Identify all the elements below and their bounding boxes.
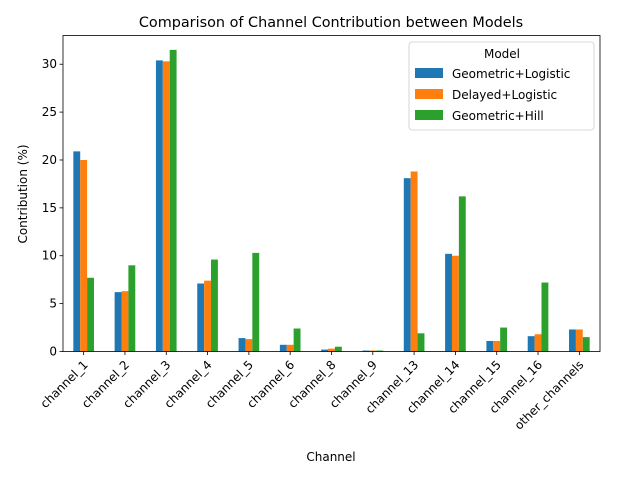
- bar-channel_1-geometric-logistic: [73, 151, 81, 352]
- legend-items: Geometric+Logistic Delayed+Logistic Geomet…: [415, 67, 570, 123]
- bar-other_channels-delayed-logistic: [575, 329, 583, 352]
- bar-channel_6-geometric-hill: [293, 328, 301, 352]
- bar-channel_1-geometric-hill: [87, 277, 94, 352]
- bars-layer: [73, 49, 590, 352]
- y-axis-ticks: 0 5 10 15 20 25 30: [42, 57, 63, 359]
- bar-channel_5-geometric-logistic: [238, 338, 246, 352]
- bar-channel_13-delayed-logistic: [410, 171, 418, 352]
- bar-other_channels-geometric-logistic: [569, 329, 576, 352]
- bar-channel_6-delayed-logistic: [286, 344, 294, 352]
- y-tick-label: 25: [42, 105, 57, 119]
- bar-channel_13-geometric-logistic: [403, 178, 411, 352]
- bar-channel_14-geometric-logistic: [445, 253, 452, 352]
- bar-channel_3-geometric-logistic: [155, 60, 163, 352]
- bar-channel_13-geometric-hill: [417, 333, 425, 352]
- bar-channel_15-delayed-logistic: [493, 340, 501, 352]
- bar-channel_2-geometric-logistic: [114, 292, 122, 352]
- bar-channel_6-geometric-logistic: [279, 344, 287, 352]
- bar-channel_8-delayed-logistic: [328, 348, 335, 352]
- bar-channel_16-geometric-hill: [541, 282, 549, 352]
- legend-swatch: [415, 110, 443, 120]
- plot-frame: [62, 35, 601, 352]
- bar-channel_15-geometric-logistic: [486, 340, 494, 352]
- bar-channel_2-delayed-logistic: [121, 291, 129, 352]
- y-tick-label: 5: [49, 297, 57, 311]
- y-tick-label: 15: [42, 201, 57, 215]
- bar-channel_4-geometric-logistic: [197, 283, 205, 352]
- bar-channel_3-geometric-hill: [169, 49, 177, 352]
- bar-channel_16-delayed-logistic: [534, 334, 542, 352]
- y-tick-label: 20: [42, 153, 57, 167]
- bar-channel_16-geometric-logistic: [527, 336, 535, 352]
- bar-channel_9-geometric-hill: [376, 350, 384, 352]
- bar-channel_5-delayed-logistic: [245, 339, 253, 352]
- chart-title: Comparison of Channel Contribution betwe…: [139, 15, 523, 31]
- legend-label: Delayed+Logistic: [452, 88, 557, 102]
- x-axis-ticks: channel_1channel_2channel_3channel_4chan…: [38, 351, 586, 432]
- legend-label: Geometric+Logistic: [452, 67, 570, 81]
- legend-label: Geometric+Hill: [452, 109, 544, 123]
- bar-channel_4-delayed-logistic: [204, 280, 212, 352]
- bar-channel_9-geometric-logistic: [362, 350, 370, 352]
- bar-channel_3-delayed-logistic: [162, 61, 170, 352]
- bar-channel_1-delayed-logistic: [80, 159, 88, 352]
- legend-title: Model: [484, 47, 520, 61]
- y-axis-label: Contribution (%): [16, 144, 30, 243]
- legend: Model Geometric+Logistic Delayed+Logistic…: [408, 41, 595, 131]
- bar-channel_8-geometric-logistic: [321, 349, 329, 352]
- y-tick-label: 30: [42, 57, 57, 71]
- bar-channel_5-geometric-hill: [252, 252, 260, 352]
- bar-channel_14-delayed-logistic: [451, 255, 459, 352]
- legend-swatch: [415, 89, 443, 99]
- bar-channel_4-geometric-hill: [211, 259, 218, 352]
- bar-channel_8-geometric-hill: [334, 346, 342, 352]
- bar-channel_15-geometric-hill: [500, 327, 508, 352]
- legend-swatch: [415, 68, 443, 78]
- bar-channel_9-delayed-logistic: [369, 350, 377, 352]
- y-tick-label: 0: [49, 345, 57, 359]
- y-tick-label: 10: [42, 249, 57, 263]
- bar-other_channels-geometric-hill: [582, 337, 590, 352]
- bar-channel_2-geometric-hill: [128, 265, 136, 352]
- legend-box: [408, 41, 595, 131]
- x-axis-label: Channel: [306, 450, 355, 464]
- bar-channel_14-geometric-hill: [458, 196, 466, 352]
